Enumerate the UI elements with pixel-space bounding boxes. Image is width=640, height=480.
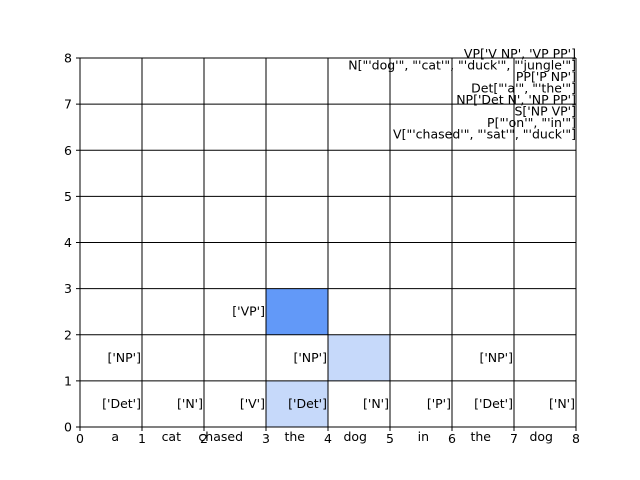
cell-label: ['Det'] [102,396,141,411]
x-tick-label: 1 [138,431,146,446]
grammar-rule: Det["'a'", "'the'"] [471,81,576,96]
x-tick-label: 3 [262,431,270,446]
word-label: the [470,429,491,444]
grammar-rule: NP['Det N', 'NP PP'] [456,92,576,107]
cell-label: ['N'] [177,396,203,411]
cell-label: ['NP'] [479,350,513,365]
grammar-rule: PP['P NP'] [516,69,576,84]
cell-label: ['Det'] [474,396,513,411]
cell-label: ['Det'] [288,396,327,411]
highlighted-cell [328,334,390,381]
y-tick-label: 2 [64,327,72,342]
cell-label: ['NP'] [293,350,327,365]
highlighted-cell [266,380,328,427]
x-tick-label: 5 [386,431,394,446]
word-label: cat [162,429,182,444]
x-tick-label: 6 [448,431,456,446]
grammar-rule: P["'on'", "'in'"] [487,115,576,130]
y-tick-label: 0 [64,420,72,435]
y-tick-label: 8 [64,51,72,66]
cell-label: ['NP'] [107,350,141,365]
grammar-rule: N["'dog'", "'cat'", "'duck'", "'jungle'"… [348,58,576,73]
y-tick-label: 5 [64,189,72,204]
word-label: in [418,429,429,444]
grammar-rule: V["'chased'", "'sat'", "'duck'"] [393,127,576,142]
grammar-rule: VP['V NP', 'VP PP'] [464,46,576,61]
highlighted-cell [266,288,328,335]
x-tick-label: 7 [510,431,518,446]
y-tick-label: 6 [64,143,72,158]
cell-label: ['V'] [240,396,265,411]
cell-label: ['N'] [363,396,389,411]
word-label: chased [198,429,243,444]
word-label: a [111,429,119,444]
y-tick-label: 3 [64,281,72,296]
x-tick-label: 2 [200,431,208,446]
y-tick-label: 4 [64,235,72,250]
y-tick-label: 7 [64,97,72,112]
cell-label: ['N'] [549,396,575,411]
cell-label: ['P'] [427,396,451,411]
grammar-rule: S['NP VP'] [514,104,576,119]
x-tick-label: 4 [324,431,332,446]
word-label: the [284,429,305,444]
x-tick-label: 0 [76,431,84,446]
word-label: dog [343,429,367,444]
y-tick-label: 1 [64,373,72,388]
cell-label: ['VP'] [232,304,265,319]
word-label: dog [529,429,553,444]
x-tick-label: 8 [572,431,580,446]
